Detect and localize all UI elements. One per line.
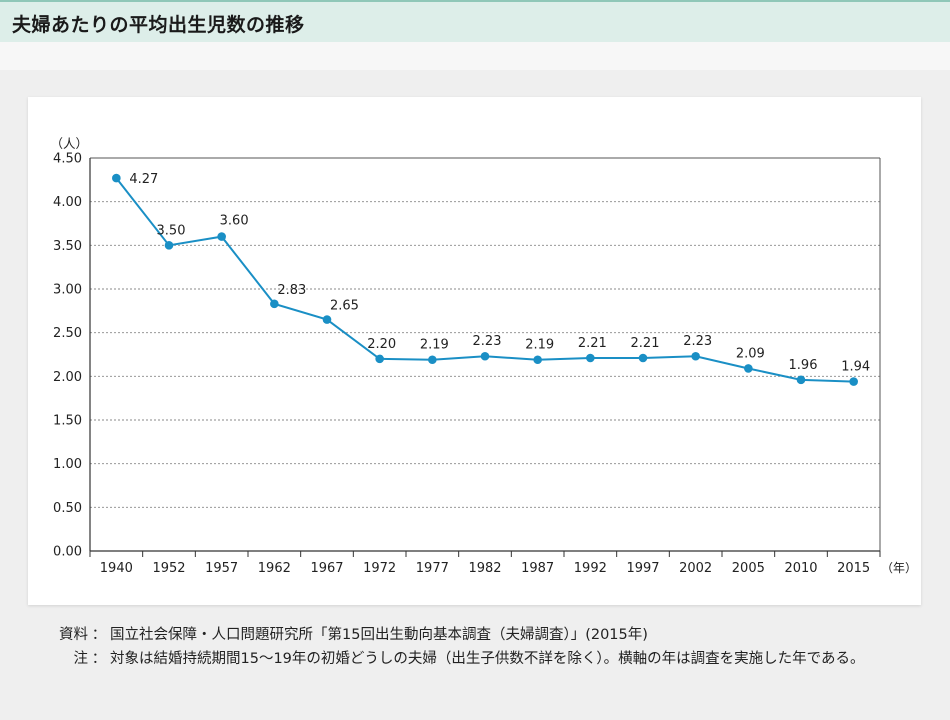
footnote-text: 対象は結婚持続期間15〜19年の初婚どうしの夫婦（出生子供数不詳を除く）。横軸の…	[110, 651, 865, 667]
x-tick-label: 1997	[626, 561, 659, 576]
x-tick-label: 1967	[310, 561, 343, 576]
x-tick-label: 1940	[100, 561, 133, 576]
line-chart: 0.00 0.50 1.00 1.50 2.00 2.50 3.00 3.50 4.00 4.50…	[50, 136, 917, 576]
title-bar: 夫婦あたりの平均出生児数の推移	[0, 0, 950, 42]
y-tick-label: 1.00	[53, 457, 82, 472]
data-label: 2.19	[525, 338, 554, 353]
data-label: 3.50	[157, 223, 186, 238]
data-point	[112, 173, 121, 183]
footnote: 注 ： 対象は結婚持続期間15〜19年の初婚どうしの夫婦（出生子供数不詳を除く）…	[28, 647, 928, 671]
data-point	[164, 241, 174, 250]
notes: 資料 ： 国立社会保障・人口問題研究所「第15回出生動向基本調査（夫婦調査）」(…	[28, 623, 928, 671]
x-tick-label: 1982	[468, 561, 501, 576]
data-label: 2.09	[736, 346, 765, 361]
x-tick-label: 1952	[152, 561, 185, 576]
y-tick-label: 2.50	[53, 326, 82, 341]
x-tick-label: 2015	[837, 561, 870, 576]
x-tick-label: 1977	[416, 561, 449, 576]
data-label: 2.21	[578, 336, 607, 351]
x-tick-label: 1972	[363, 561, 396, 576]
data-point	[375, 354, 384, 364]
footnote-separator: ：	[91, 651, 107, 667]
y-tick-label: 3.00	[53, 283, 82, 298]
y-tick-label: 4.00	[53, 195, 82, 210]
y-tick-label: 0.50	[53, 501, 82, 516]
x-tick-label: 1992	[574, 561, 607, 576]
data-point	[480, 351, 490, 361]
data-point	[849, 377, 858, 386]
data-point	[533, 355, 542, 365]
x-tick-label: 1957	[205, 561, 238, 576]
data-point	[744, 364, 753, 373]
y-tick-label: 1.50	[53, 414, 82, 429]
source-note: 資料 ： 国立社会保障・人口問題研究所「第15回出生動向基本調査（夫婦調査）」(…	[28, 623, 928, 647]
data-label: 2.23	[473, 334, 502, 349]
data-label: 2.65	[330, 299, 359, 314]
x-tick-label: 2010	[784, 561, 817, 576]
source-key: 資料	[59, 627, 88, 643]
source-separator: ：	[91, 627, 107, 643]
y-tick-label: 0.00	[53, 545, 82, 560]
x-tick-label: 1962	[258, 561, 291, 576]
data-label: 2.21	[631, 336, 660, 351]
y-unit-label: （人）	[50, 136, 88, 151]
data-label: 2.83	[277, 283, 306, 298]
data-label: 1.94	[841, 360, 870, 375]
data-label: 2.20	[367, 337, 396, 352]
footnote-key: 注	[73, 651, 89, 667]
data-point	[586, 353, 595, 363]
chart-panel: 0.00 0.50 1.00 1.50 2.00 2.50 3.00 3.50 4.00 4.50…	[28, 97, 921, 605]
data-point	[691, 351, 700, 361]
data-point	[217, 232, 226, 241]
data-point	[322, 315, 332, 324]
data-point	[638, 353, 648, 363]
data-label: 3.60	[220, 214, 249, 229]
data-point	[270, 299, 279, 309]
x-unit-label: （年）	[881, 561, 917, 575]
y-tick-label: 4.50	[53, 152, 82, 167]
source-text: 国立社会保障・人口問題研究所「第15回出生動向基本調査（夫婦調査）」(2015年…	[110, 627, 648, 643]
data-label: 2.19	[420, 338, 449, 353]
data-point	[796, 375, 806, 385]
data-label: 1.96	[789, 358, 818, 373]
y-tick-label: 2.00	[53, 370, 82, 385]
x-tick-label: 2002	[679, 561, 712, 576]
data-label: 4.27	[129, 172, 158, 187]
page-title: 夫婦あたりの平均出生児数の推移	[12, 14, 305, 36]
data-point	[428, 355, 437, 365]
header-band	[0, 42, 950, 70]
y-tick-label: 3.50	[53, 239, 82, 254]
x-tick-label: 2005	[732, 561, 765, 576]
data-label: 2.23	[683, 334, 712, 349]
x-tick-label: 1987	[521, 561, 554, 576]
